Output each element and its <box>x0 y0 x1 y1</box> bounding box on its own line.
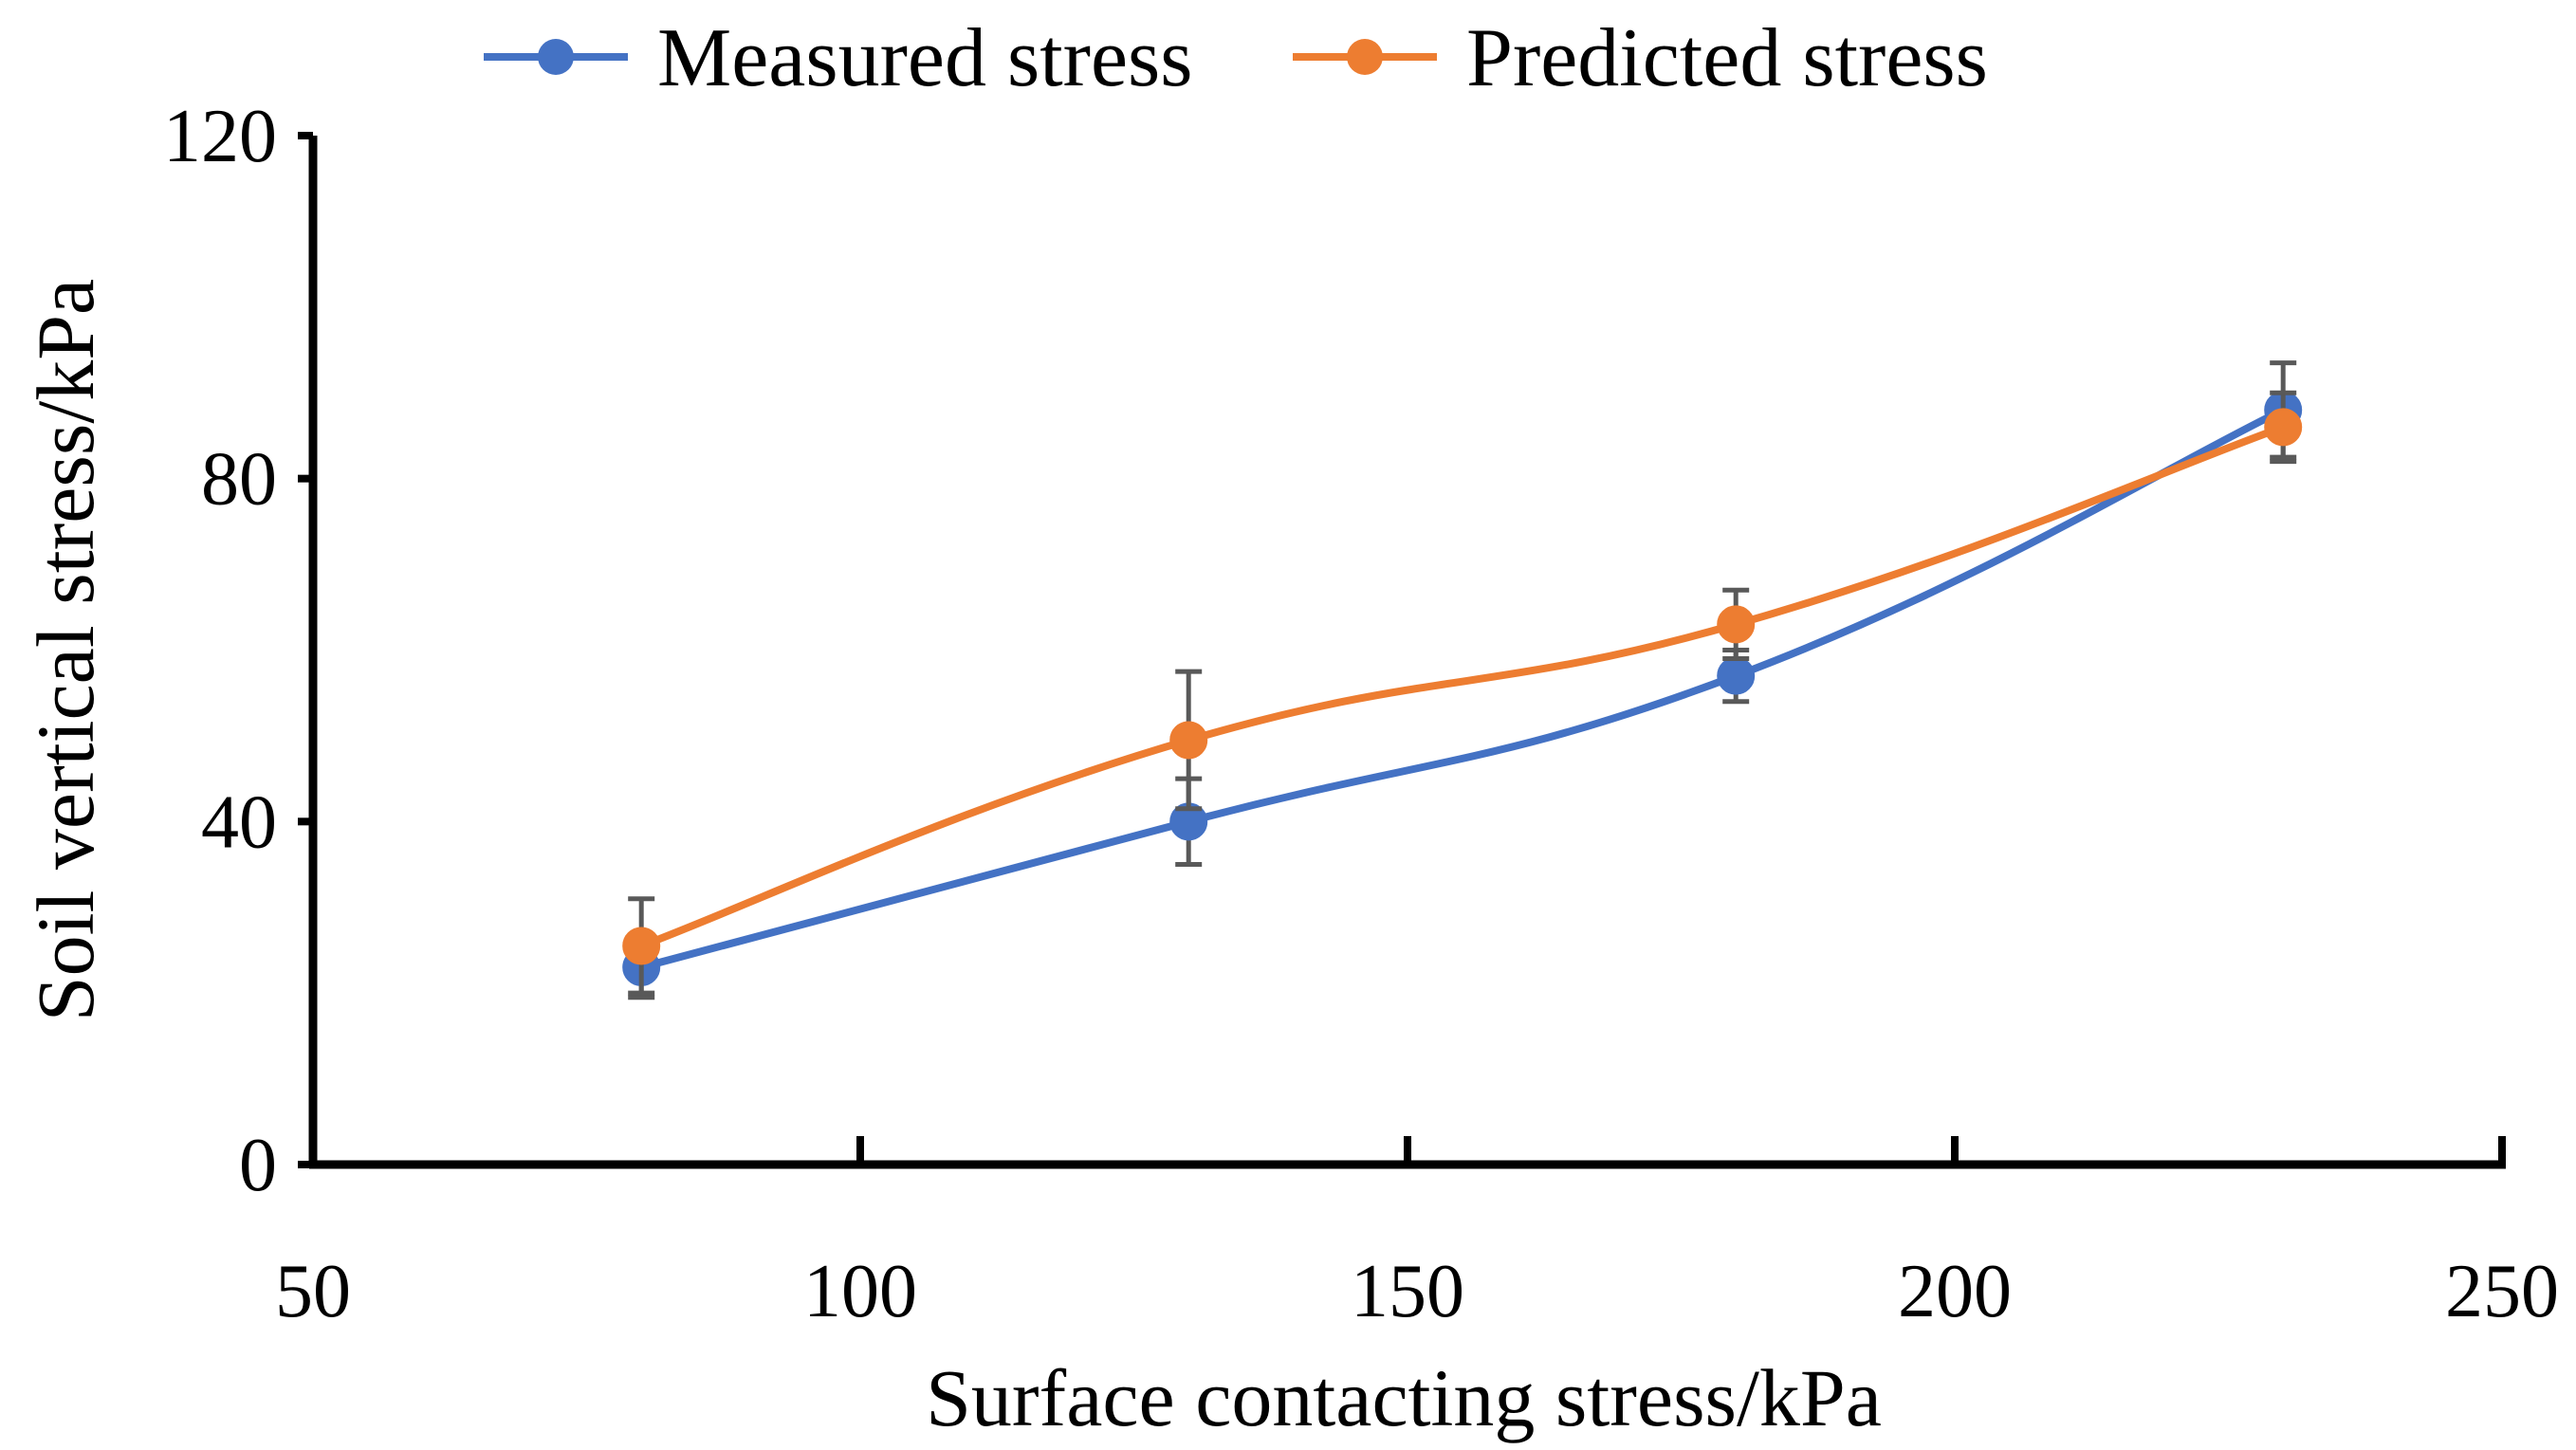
series-line-measured <box>637 406 2288 972</box>
legend-marker-predicted <box>1347 39 1383 75</box>
axes: 0 40 80 120 50 100 150 200 250 <box>163 95 2559 1333</box>
x-tick-label: 100 <box>803 1250 917 1333</box>
data-point-measured <box>1717 656 1756 695</box>
y-tick-label: 80 <box>201 438 277 522</box>
y-axis-title: Soil vertical stress/kPa <box>20 279 111 1021</box>
legend: Measured stress Predicted stress <box>484 12 1988 104</box>
y-tick-label: 120 <box>163 95 277 178</box>
plot-area <box>622 360 2303 1000</box>
data-point-predicted <box>2264 408 2303 447</box>
x-tick-label: 50 <box>275 1250 351 1333</box>
series-line-predicted <box>637 423 2288 950</box>
series-predicted <box>622 390 2303 996</box>
x-tick-label: 200 <box>1898 1250 2012 1333</box>
data-point-predicted <box>1169 721 1208 760</box>
data-point-predicted <box>622 927 661 965</box>
legend-label-predicted: Predicted stress <box>1466 12 1988 104</box>
y-tick-label: 40 <box>201 780 277 864</box>
x-tick-label: 250 <box>2445 1250 2559 1333</box>
x-axis-title: Surface contacting stress/kPa <box>926 1352 1882 1443</box>
y-tick-label: 0 <box>239 1124 277 1207</box>
x-tick-label: 150 <box>1351 1250 1464 1333</box>
legend-marker-measured <box>538 39 574 75</box>
data-point-predicted <box>1717 605 1756 644</box>
legend-label-measured: Measured stress <box>657 12 1193 104</box>
